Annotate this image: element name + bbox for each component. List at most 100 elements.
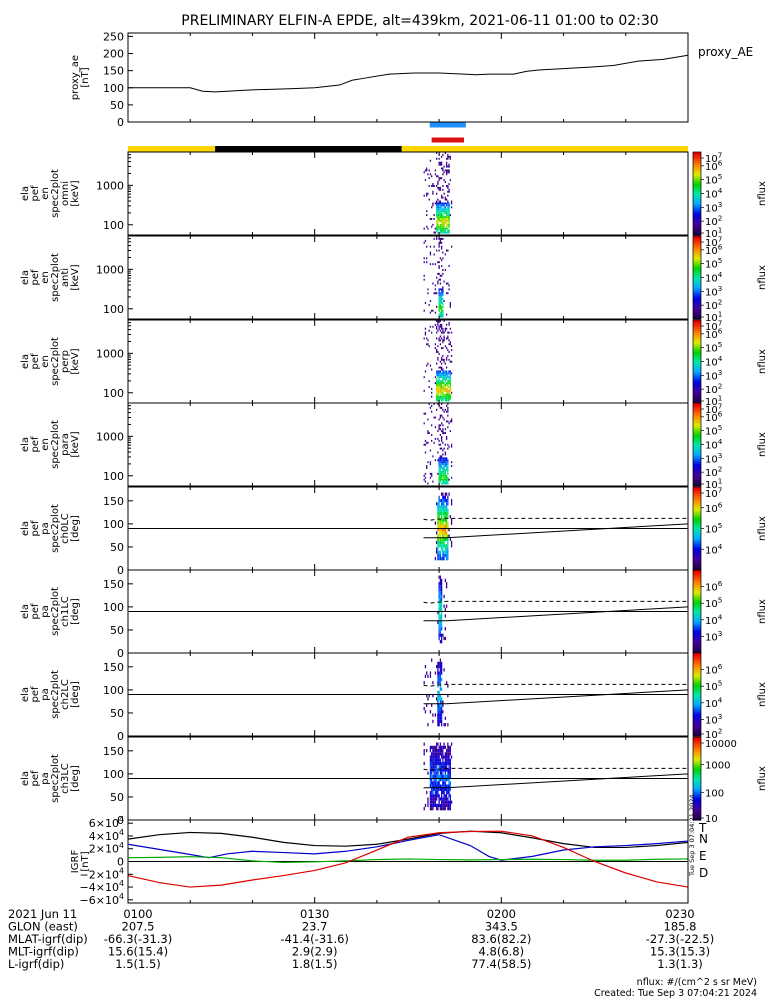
spectrogram-pixel [437, 345, 439, 348]
spectrogram-pixel [436, 349, 438, 352]
spectrogram-pixel [447, 231, 449, 234]
spectrogram-ylabel-line: [deg] [70, 765, 81, 792]
spectrogram-pixel [438, 633, 440, 637]
spectrogram-pixel [438, 534, 440, 538]
colorbar-segment [693, 336, 701, 340]
spectrogram-pixel [439, 706, 442, 711]
spectrogram-pixel [444, 794, 447, 798]
ephemeris-value: 0130 [300, 907, 329, 921]
spectrogram-pixel [426, 337, 428, 340]
spectrogram-pixel [431, 758, 433, 762]
spectrogram-pixel [437, 399, 439, 402]
spectrogram-pixel [431, 331, 433, 334]
igrf-legend-D: D [699, 866, 708, 880]
spectrogram-pixel [443, 790, 445, 795]
colorbar-title: nflux [757, 682, 768, 707]
colorbar-segment [693, 361, 701, 365]
spectrogram-pixel [447, 227, 449, 230]
spectrogram-pixel [444, 765, 447, 769]
spectrogram-pixel [443, 385, 445, 388]
spectrogram-pixel [443, 337, 445, 340]
spectrogram-pixel [444, 480, 447, 483]
spectrogram-pixel [433, 755, 435, 759]
spectrogram-pixel [445, 467, 448, 469]
spectrogram-pixel [442, 315, 444, 318]
colorbar-segment [693, 669, 701, 673]
spectrogram-pixel [434, 173, 437, 176]
colorbar-segment [693, 376, 701, 379]
spectrogram-pixel [429, 803, 432, 808]
spectrogram-pixel [438, 202, 440, 205]
spectrogram-pixel [439, 476, 442, 479]
spectrogram-pixel [444, 229, 447, 232]
colorbar-segment [693, 220, 701, 224]
colorbar-tick-label: 104 [705, 612, 723, 627]
spectrogram-pixel [445, 171, 448, 174]
spectrogram-omni [423, 151, 453, 234]
spectrogram-pixel [440, 206, 443, 209]
colorbar-segment [693, 698, 701, 702]
colorbar-segment [693, 778, 701, 782]
colorbar-segment [693, 609, 701, 613]
spectrogram-pixel [440, 331, 443, 334]
spectrogram-pixel [431, 761, 433, 766]
spectrogram-pixel [438, 601, 440, 605]
spectrogram-pixel [437, 370, 439, 373]
spectrogram-pixel [443, 229, 445, 232]
spectrogram-pixel [444, 758, 447, 762]
spectrogram-pixel [450, 476, 453, 479]
colorbar-frame [692, 736, 702, 821]
spectrogram-pixel [440, 459, 443, 462]
igrf-legend-T: T [698, 821, 707, 835]
colorbar-segment [693, 731, 701, 735]
spectrogram-pixel [442, 531, 444, 535]
colorbar-segment [693, 650, 701, 654]
spectrogram-pixel [445, 521, 448, 525]
spectrogram-pixel [447, 354, 449, 357]
spectrogram-pixel [448, 781, 450, 785]
spectrogram-pixel [431, 794, 433, 798]
proxy-ae-axes [127, 32, 689, 123]
spectrogram-pixel [444, 508, 447, 512]
spectrogram-pixel [448, 528, 450, 532]
colorbar-segment [693, 156, 701, 159]
colorbar-segment [693, 294, 701, 297]
spectrogram-pixel [440, 677, 443, 682]
colorbar-segment [693, 349, 701, 352]
colorbar-tick-label: 106 [705, 409, 723, 424]
colorbar-segment [693, 559, 701, 563]
spectrogram-pixel [445, 198, 448, 201]
spectrogram-pixel [447, 206, 449, 209]
colorbar-segment [693, 300, 701, 303]
spectrogram-pixel [431, 745, 433, 749]
spectrogram-pixel [444, 169, 447, 172]
spectrogram-pixel [449, 515, 451, 519]
spectrogram-pixel [437, 198, 439, 201]
ephemeris-value: 1.5(1.5) [115, 957, 161, 971]
spectrogram-pixel [436, 790, 438, 795]
ephemeris-value: -66.3(-31.3) [104, 932, 172, 946]
spectrogram-pixel [440, 439, 443, 442]
spectrogram-pixel [439, 360, 442, 363]
spectrogram-pixel [439, 588, 442, 592]
colorbar-segment [693, 582, 701, 586]
spectrogram-pixel [439, 540, 442, 545]
spectrogram-pixel [431, 703, 433, 707]
colorbar-segment [693, 495, 701, 498]
colorbar-segment [693, 367, 701, 371]
colorbar-segment [693, 183, 701, 186]
spectrogram-pixel [444, 478, 447, 481]
colorbar-segment [693, 592, 701, 596]
colorbar-segment [693, 353, 701, 356]
spectrogram-pixel [443, 202, 445, 205]
spectrogram-pixel [440, 752, 443, 756]
spectrogram-pixel [448, 784, 450, 788]
colorbar-segment [693, 262, 701, 266]
colorbar-segment [693, 543, 701, 546]
spectrogram-ytick-label: 100 [103, 768, 124, 781]
spectrogram-pixel [438, 186, 440, 189]
colorbar-segment [693, 195, 701, 199]
spectrogram-pixel [440, 604, 443, 608]
spectrogram-pixel [431, 771, 433, 775]
spectrogram-pixel [436, 807, 438, 811]
